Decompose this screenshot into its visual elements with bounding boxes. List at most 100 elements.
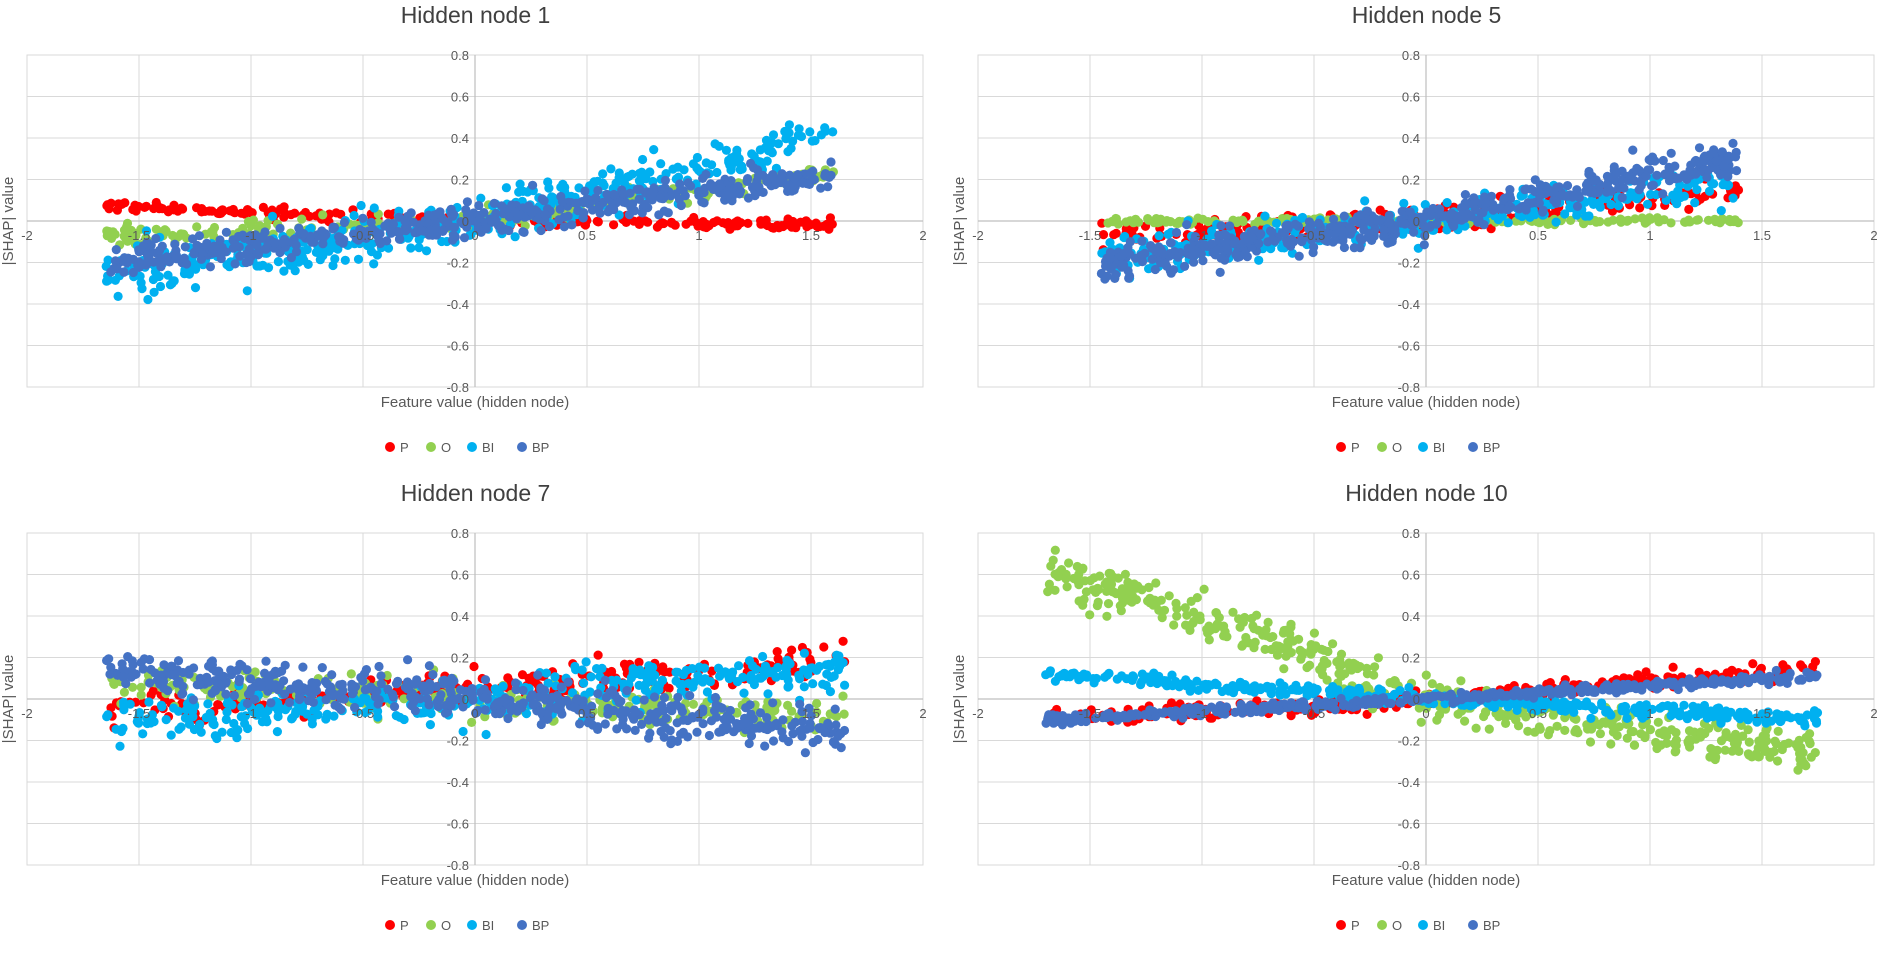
data-point (1166, 238, 1176, 248)
data-point (242, 286, 252, 296)
data-point (1571, 725, 1581, 735)
data-point (1449, 221, 1459, 231)
data-point (438, 226, 448, 236)
data-point (598, 178, 608, 188)
data-point (461, 205, 471, 215)
data-point (603, 703, 613, 713)
data-point (249, 694, 260, 704)
data-point (1279, 664, 1289, 674)
data-point (213, 700, 223, 710)
data-point (630, 707, 641, 717)
data-point (805, 723, 815, 733)
data-point (726, 153, 737, 163)
data-point (1124, 586, 1134, 596)
data-point (605, 204, 615, 214)
data-point (1309, 628, 1319, 638)
data-point (753, 171, 763, 181)
data-point (119, 705, 129, 715)
data-point (575, 719, 585, 729)
data-point (400, 216, 410, 226)
data-point (698, 677, 708, 687)
data-point (1552, 182, 1562, 193)
data-point (1214, 230, 1224, 240)
data-point (702, 687, 713, 697)
data-point (221, 227, 231, 237)
data-point (1307, 232, 1317, 243)
chart-panel-hidden-node-5: Hidden node 5 -2 -1.5 -1 -0.5 0 0.5 1 1.5 2 -0.8-… (951, 0, 1902, 478)
y-tick-label: -0.8 (1398, 380, 1420, 395)
y-tick-label: 0 (1413, 214, 1420, 229)
data-point (1215, 267, 1225, 277)
legend-marker (467, 442, 477, 452)
data-point (762, 713, 772, 723)
data-point (1530, 186, 1540, 197)
data-point (1551, 198, 1561, 208)
data-point (735, 165, 745, 175)
data-point (829, 671, 839, 681)
data-point (746, 731, 757, 741)
data-point (294, 223, 304, 233)
data-point (1050, 569, 1060, 579)
data-point (204, 677, 214, 687)
data-point (714, 727, 724, 737)
data-point (693, 187, 704, 197)
data-point (173, 656, 184, 666)
data-point (1150, 264, 1160, 275)
data-point (1606, 199, 1616, 210)
data-point (800, 748, 811, 758)
legend: P O BI BP (1336, 440, 1500, 455)
data-point (1682, 174, 1692, 184)
data-point (145, 678, 155, 688)
scatter-chart: -2 -1.5 -1 -0.5 0 0.5 1 1.5 2-0.8-0.6-0.4-0.200.… (0, 526, 927, 933)
data-point (637, 719, 647, 729)
data-point (1503, 218, 1513, 228)
scatter-points (101, 120, 839, 305)
legend-item-bp: BP (1468, 440, 1500, 455)
data-point (680, 191, 690, 201)
data-point (529, 699, 539, 709)
data-point (1339, 211, 1349, 221)
data-point (804, 703, 814, 713)
data-point (688, 159, 699, 169)
legend-marker (385, 920, 395, 930)
data-point (173, 706, 184, 716)
x-tick-label: -1 (1196, 228, 1208, 243)
data-point (1131, 595, 1141, 605)
chart-title: Hidden node 1 (400, 2, 551, 28)
data-point (783, 736, 794, 747)
data-point (1267, 227, 1277, 237)
data-point (1456, 203, 1467, 213)
data-point (1617, 193, 1627, 203)
data-point (244, 206, 254, 216)
data-point (1784, 738, 1794, 748)
data-point (739, 688, 749, 698)
data-point (340, 255, 350, 265)
data-point (376, 679, 386, 689)
data-point (351, 234, 361, 244)
data-point (618, 714, 628, 724)
data-point (828, 127, 838, 137)
data-point (1364, 228, 1374, 238)
data-point (592, 216, 602, 226)
data-point (656, 159, 666, 169)
data-point (246, 221, 256, 231)
data-point (490, 684, 500, 694)
data-point (1242, 252, 1252, 262)
data-point (118, 672, 128, 682)
data-point (1560, 209, 1570, 219)
data-point (266, 698, 276, 708)
data-point (693, 710, 704, 720)
data-point (567, 220, 577, 230)
data-point (184, 719, 195, 729)
data-point (533, 670, 543, 680)
data-point (313, 710, 323, 720)
legend-label: P (400, 918, 409, 933)
data-point (722, 711, 732, 721)
data-point (229, 718, 239, 729)
data-point (1584, 211, 1594, 221)
data-point (602, 189, 612, 199)
data-point (1534, 722, 1544, 732)
data-point (831, 720, 841, 730)
y-tick-label: 0.4 (451, 131, 469, 146)
legend: P O BI BP (385, 440, 549, 455)
